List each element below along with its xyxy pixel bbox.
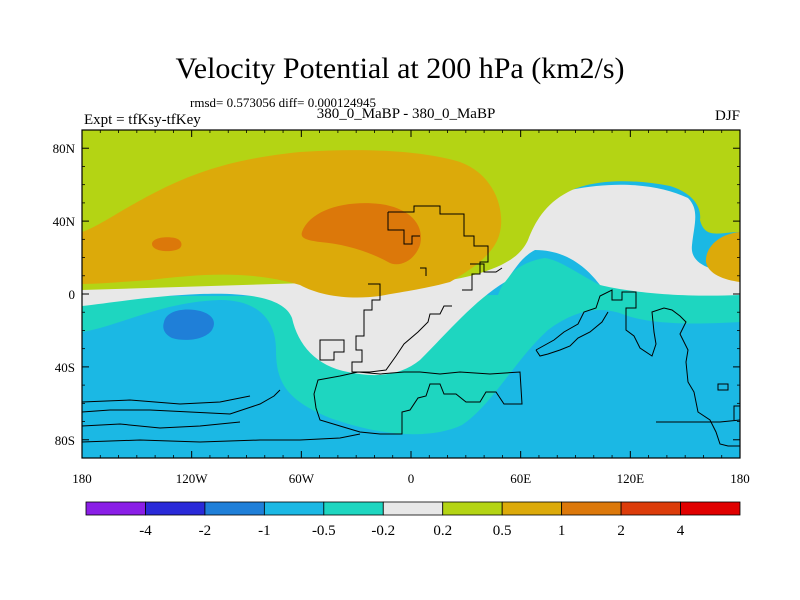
x-tick-label: 0 [408,471,415,486]
y-tick-label: 80S [55,433,75,448]
band-neg2-neg1 [163,309,215,340]
coastline-east [470,263,503,273]
colorbar-label: 2 [617,523,625,539]
coastline-south [313,371,523,435]
x-tick-label: 120W [176,471,209,486]
colorbar-label: -4 [139,523,152,539]
band-05-1-east [705,232,740,282]
colorbar-label: -0.2 [371,523,395,539]
band-1-2 [301,203,421,265]
center-label: 380_0_MaBP - 380_0_MaBP [316,106,496,122]
experiment-label: Expt = tfKsy-tfKey [84,112,201,128]
coastline-island [319,339,345,361]
coastline-antarctic [82,389,361,443]
colorbar: -4 -2 -1 -0.5 -0.2 0.2 0.5 1 2 4 [85,501,741,539]
colorbar-swatch [382,501,444,516]
colorbar-swatch [442,501,503,516]
coastline-far-east [656,383,740,423]
coastline-north-a [388,205,489,291]
colorbar-label: 4 [677,523,685,539]
colorbar-label: 1 [558,523,566,539]
y-tick-label: 80N [53,141,76,156]
colorbar-label: 0.5 [493,523,512,539]
colorbar-label: 0.2 [433,523,452,539]
x-axis: 180 120W 60W 0 60E 120E 180 [72,130,750,486]
colorbar-swatch [323,501,384,516]
coastline-north-b [387,212,420,245]
season-label: DJF [714,108,740,124]
chart-title: Velocity Potential at 200 hPa (km2/s) [175,52,625,85]
x-tick-label: 180 [730,471,750,486]
coastline-eq [420,267,427,276]
colorbar-swatch [145,501,206,516]
x-tick-label: 180 [72,471,92,486]
colorbar-swatch [561,501,622,516]
coastline-asia [535,289,740,447]
y-tick-label: 40S [55,360,75,375]
x-tick-label: 60W [289,471,315,486]
coastline-west [351,283,452,373]
colorbar-swatch [263,501,325,516]
coastline-australia [535,311,609,357]
x-tick-label: 120E [617,471,645,486]
colorbar-label: -0.5 [312,523,336,539]
colorbar-swatch [501,501,563,516]
y-tick-label: 40N [53,214,76,229]
colorbar-swatch [680,501,741,516]
colorbar-swatch [85,501,146,516]
y-tick-label: 0 [69,287,76,302]
coastlines [82,205,740,447]
colorbar-label: -2 [199,523,212,539]
x-tick-label: 60E [510,471,531,486]
band-1-2-small [152,237,182,252]
y-axis: 80N 40N 0 40S 80S [53,129,740,459]
contour-fill [82,130,740,458]
colorbar-label: -1 [258,523,271,539]
colorbar-swatch [204,501,265,516]
colorbar-swatch [620,501,681,516]
stats-text: rmsd= 0.573056 diff= 0.000124945 [190,95,376,110]
